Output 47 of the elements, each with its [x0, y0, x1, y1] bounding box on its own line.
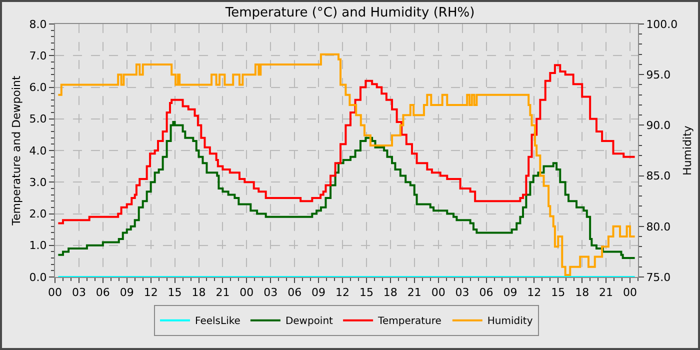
x-tick-label: 06 [479, 286, 494, 300]
y-tick-label: 1.0 [29, 239, 47, 252]
x-tick-label: 12 [527, 286, 542, 300]
x-tick-label: 00 [431, 286, 446, 300]
x-tick-label: 21 [599, 286, 614, 300]
x-tick-label: 15 [551, 286, 566, 300]
x-tick-label: 03 [72, 286, 86, 300]
x-tick-label: 06 [288, 286, 302, 300]
y-axis-title: Temperature and Dewpoint [10, 74, 23, 226]
x-tick-label: 18 [383, 286, 398, 300]
y-tick-label: 6.0 [29, 81, 47, 94]
x-tick-label: 09 [503, 286, 518, 300]
y-tick-label: 7.0 [29, 49, 47, 62]
y2-tick-label: 85.0 [646, 170, 671, 183]
y2-axis-title: Humidity [680, 125, 694, 176]
x-tick-label: 03 [264, 286, 278, 300]
y2-tick-label: 75.0 [646, 270, 671, 284]
legend-label: FeelsLike [195, 316, 240, 328]
y-tick-label: 2.0 [29, 208, 47, 221]
x-tick-label: 03 [455, 286, 470, 300]
legend-label: Temperature [377, 316, 442, 328]
x-tick-label: 00 [623, 286, 638, 300]
x-tick-label: 09 [120, 286, 134, 300]
x-tick-label: 15 [359, 286, 374, 300]
x-tick-label: 12 [336, 286, 350, 300]
y2-tick-label: 95.0 [646, 68, 671, 82]
x-tick-label: 06 [96, 286, 110, 300]
x-tick-label: 00 [48, 286, 62, 300]
y-tick-label: 3.0 [29, 176, 47, 189]
x-tick-label: 21 [407, 286, 422, 300]
x-tick-label: 09 [312, 286, 326, 300]
y2-tick-label: 80.0 [646, 220, 671, 234]
y-tick-label: 8.0 [29, 18, 47, 31]
legend-label: Humidity [487, 316, 533, 328]
y-tick-label: 5.0 [29, 112, 47, 126]
chart-title: Temperature (°C) and Humidity (RH%) [224, 5, 475, 20]
x-tick-label: 12 [144, 286, 158, 300]
y2-tick-label: 100.0 [646, 18, 678, 31]
y2-tick-label: 90.0 [646, 119, 671, 132]
legend-label: Dewpoint [285, 316, 334, 328]
x-tick-label: 21 [216, 286, 230, 300]
x-tick-label: 00 [240, 286, 254, 300]
y-tick-label: 4.0 [29, 144, 47, 158]
x-tick-label: 15 [168, 286, 182, 300]
x-tick-label: 18 [192, 286, 206, 300]
x-tick-label: 18 [575, 286, 590, 300]
y-tick-label: 0.0 [29, 270, 47, 284]
